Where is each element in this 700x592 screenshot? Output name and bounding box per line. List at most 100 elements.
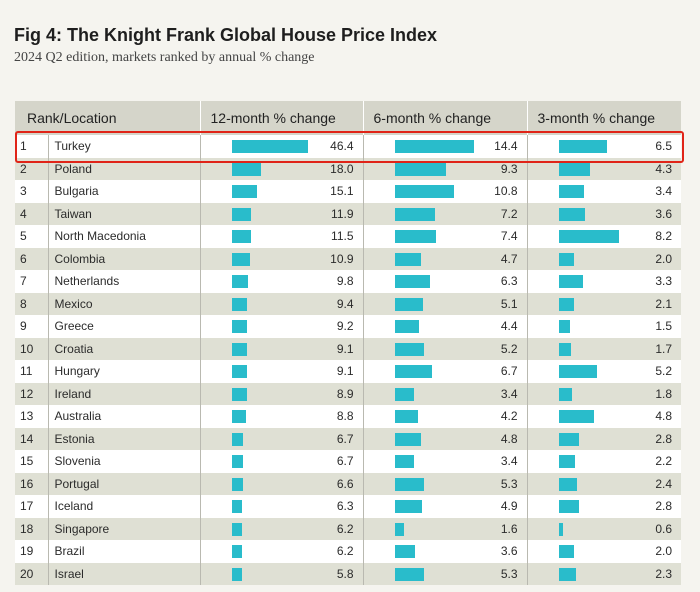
bar-m3 [558,410,594,423]
house-price-index-table: Rank/Location 12-month % change 6-month … [15,101,682,585]
change-cell-m6: 7.4 [362,225,528,248]
change-cell-m12: 6.2 [199,540,364,563]
change-cell-m12: 10.9 [199,247,364,270]
table-row: 11 Hungary 9.1 6.7 5.2 [15,360,682,383]
bar-m12 [231,252,250,266]
bar-m6 [394,455,414,468]
change-cell-m6: 4.8 [362,427,528,450]
header-6-month: 6-month % change [362,101,528,135]
change-cell-m3: 2.1 [526,292,682,315]
rank-cell: 3 [15,180,48,203]
value-label-m6: 1.6 [500,521,518,536]
location-cell: Mexico [47,292,201,315]
change-cell-m6: 4.9 [362,495,528,518]
bar-m3 [558,522,563,536]
table-row: 20 Israel 5.8 5.3 2.3 [15,562,682,585]
location-cell: Netherlands [47,270,201,293]
bar-m3 [558,252,574,266]
value-label-m6: 5.2 [500,341,518,356]
value-label-m12: 11.9 [331,206,354,221]
value-label-m12: 9.1 [336,364,354,378]
bar-m12 [231,545,242,558]
header-3-month: 3-month % change [526,101,682,135]
value-label-m3: 4.8 [655,409,673,423]
value-label-m6: 14.4 [494,139,518,153]
change-cell-m12: 18.0 [199,157,364,180]
bar-m6 [394,275,430,288]
change-cell-m3: 2.4 [526,472,682,495]
table-row: 2 Poland 18.0 9.3 4.3 [15,157,682,180]
bar-m3 [558,455,575,468]
value-label-m6: 7.2 [500,206,518,221]
location-cell: Brazil [47,540,201,563]
rank-cell: 10 [15,337,48,360]
rank-cell: 5 [15,225,48,248]
rank-cell: 13 [15,405,48,428]
table-row: 5 North Macedonia 11.5 7.4 8.2 [15,225,682,248]
value-label-m12: 11.5 [331,229,354,243]
bar-m12 [231,320,247,333]
change-cell-m6: 6.7 [362,360,528,383]
bar-m12 [231,342,247,356]
rank-cell: 17 [15,495,48,518]
value-label-m3: 3.3 [655,274,673,288]
bar-m6 [394,162,446,176]
bar-m12 [231,500,242,513]
change-cell-m6: 3.6 [362,540,528,563]
table-row: 19 Brazil 6.2 3.6 2.0 [15,540,682,563]
value-label-m6: 4.7 [500,251,518,266]
value-label-m6: 5.3 [500,476,518,491]
value-label-m12: 15.1 [330,184,354,198]
bar-m3 [558,207,585,221]
value-label-m12: 9.1 [336,341,354,356]
change-cell-m6: 5.1 [362,292,528,315]
bar-m3 [558,297,574,311]
change-cell-m3: 3.3 [526,270,682,293]
value-label-m3: 2.1 [655,296,673,311]
bar-m6 [394,297,423,311]
change-cell-m3: 8.2 [526,225,682,248]
table-body: 1 Turkey 46.4 14.4 6.5 2 Poland 18.0 9.3 4.3 3 Bulg… [15,135,682,585]
value-label-m3: 3.4 [655,184,673,198]
location-cell: Singapore [47,517,201,540]
value-label-m3: 2.8 [655,499,673,513]
value-label-m12: 8.8 [336,409,354,423]
rank-cell: 16 [15,472,48,495]
change-cell-m3: 4.3 [526,157,682,180]
change-cell-m12: 6.3 [199,495,364,518]
bar-m6 [394,342,424,356]
bar-m6 [394,230,436,243]
table-row: 13 Australia 8.8 4.2 4.8 [15,405,682,428]
bar-m6 [394,252,421,266]
value-label-m3: 1.8 [655,386,673,401]
change-cell-m3: 3.6 [526,202,682,225]
bar-m12 [231,410,246,423]
location-cell: Iceland [47,495,201,518]
value-label-m6: 3.4 [500,454,518,468]
bar-m3 [558,162,590,176]
value-label-m12: 9.8 [336,274,354,288]
table-row: 12 Ireland 8.9 3.4 1.8 [15,382,682,405]
bar-m12 [231,140,308,153]
change-cell-m6: 5.3 [362,472,528,495]
table-row: 18 Singapore 6.2 1.6 0.6 [15,517,682,540]
value-label-m3: 2.4 [655,476,673,491]
change-cell-m3: 2.2 [526,450,682,473]
change-cell-m6: 10.8 [362,180,528,203]
table-row: 3 Bulgaria 15.1 10.8 3.4 [15,180,682,203]
bar-m6 [394,185,454,198]
location-cell: Bulgaria [47,180,201,203]
value-label-m12: 6.3 [336,499,354,513]
change-cell-m3: 2.8 [526,495,682,518]
table-row: 10 Croatia 9.1 5.2 1.7 [15,337,682,360]
bar-m6 [394,567,424,581]
location-cell: Poland [47,157,201,180]
value-label-m12: 8.9 [336,386,354,401]
change-cell-m3: 1.5 [526,315,682,338]
bar-m3 [558,342,571,356]
change-cell-m3: 2.0 [526,247,682,270]
value-label-m3: 2.3 [655,566,673,581]
table-row: 17 Iceland 6.3 4.9 2.8 [15,495,682,518]
bar-m6 [394,320,419,333]
value-label-m12: 6.2 [336,544,354,558]
